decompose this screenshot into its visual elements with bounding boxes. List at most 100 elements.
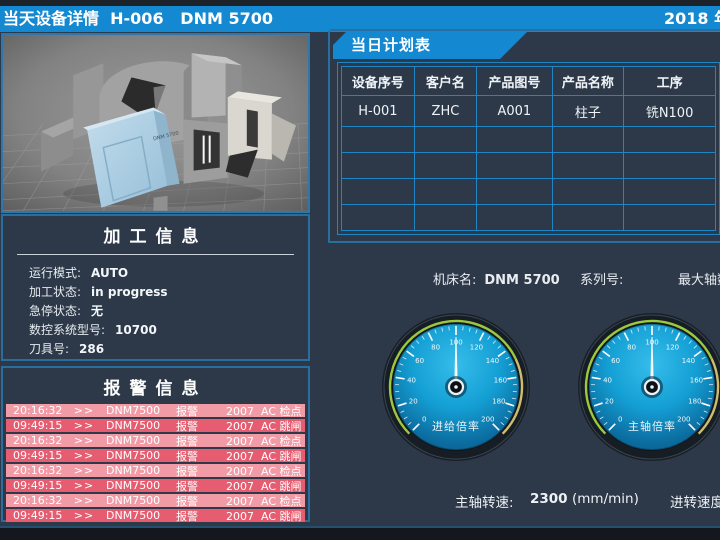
gauge-tick-label: 20 [605,397,614,405]
alarm-type: 报警 [176,419,198,433]
machine-image-panel: DNM 5700 [1,33,310,213]
plan-cell [623,204,716,231]
alarm-detail: 2007 AC 跳闸 [226,479,302,493]
plan-col-header: 工序 [623,66,716,96]
plan-cell [413,178,478,205]
alarm-rows: 20:16:32 >> DNM7500 报警 2007 AC 检点 09:49:15 >> D… [6,404,305,523]
info-field-value: 10700 [115,323,157,337]
frame-line-bottom [328,241,720,243]
feed-override-gauge: 020406080100120140160180200进给倍率 [381,312,531,462]
alarm-detail: 2007 AC 检点 [226,404,302,418]
plan-table-row: H-001 ZHC A001 柱子 铣N100 [341,95,716,127]
tab-daily-plan[interactable]: 当日计划表 [333,32,527,59]
info-field-row: 刀具号: 286 [29,340,308,359]
max-axis-label: 最大轴数 [678,273,720,288]
plan-cell: H-001 [341,95,415,127]
plan-col-header: 产品图号 [476,66,553,96]
alarm-info-title: 报警信息 [103,379,208,399]
alarm-type: 报警 [176,509,198,523]
alarm-row: 09:49:15 >> DNM7500 报警 2007 AC 跳闸 [6,509,305,523]
alarm-arrow: >> [73,509,95,522]
alarm-machine: DNM7500 [106,404,161,417]
alarm-machine: DNM7500 [106,434,161,447]
gauge-tick-label: 160 [494,376,507,384]
plan-cell [476,204,553,231]
plan-cell [476,178,553,205]
alarm-time: 09:49:15 [13,509,63,522]
alarm-type: 报警 [176,449,198,463]
alarm-arrow: >> [73,434,95,447]
plan-col-header: 设备序号 [341,66,415,96]
tab-daily-plan-label: 当日计划表 [351,36,432,54]
alarm-arrow: >> [73,464,95,477]
alarm-type: 报警 [176,434,198,448]
alarm-detail: 2007 AC 跳闸 [226,419,302,433]
feed-speed-label: 进转速度 [670,495,720,511]
alarm-time: 09:49:15 [13,419,63,432]
plan-cell [623,178,716,205]
gauge-tick-label: 120 [470,343,483,351]
alarm-row: 09:49:15 >> DNM7500 报警 2007 AC 跳闸 [6,479,305,493]
header-date: 2018 年 [664,9,720,28]
machine-name-label: 机床名: DNM 5700 [433,273,560,288]
plan-cell [413,204,478,231]
plan-cell [413,126,478,153]
alarm-detail: 2007 AC 跳闸 [226,449,302,463]
gauge-tick-label: 180 [492,397,505,405]
plan-cell [551,204,625,231]
info-field-label: 运行模式: [29,266,82,280]
alarm-time: 09:49:15 [13,479,63,492]
gauge-tick-label: 200 [677,415,690,423]
gauge-name-label: 进给倍率 [432,419,480,433]
processing-info-title: 加工信息 [103,227,208,247]
alarm-arrow: >> [73,404,95,417]
info-field-label: 刀具号: [29,342,70,356]
alarm-row: 20:16:32 >> DNM7500 报警 2007 AC 检点 [6,494,305,508]
gauge-tick-label: 0 [422,415,426,423]
plan-cell [341,204,415,231]
alarm-type: 报警 [176,464,198,478]
alarm-detail: 2007 AC 检点 [226,464,302,478]
gauge-tick-label: 160 [690,376,703,384]
alarm-type: 报警 [176,404,198,418]
daily-plan-table: 设备序号 客户名 产品图号 产品名称 工序 H-001 ZHC A001 柱子 铣N100 [337,62,720,235]
plan-cell [413,152,478,179]
alarm-machine: DNM7500 [106,419,161,432]
alarm-machine: DNM7500 [106,479,161,492]
alarm-row: 09:49:15 >> DNM7500 报警 2007 AC 跳闸 [6,449,305,463]
serial-label: 系列号: [580,273,624,288]
info-field-value: AUTO [91,266,129,280]
info-field-row: 急停状态: 无 [29,302,308,321]
plan-cell [341,126,415,153]
bottom-strip [0,528,720,540]
alarm-time: 09:49:15 [13,449,63,462]
alarm-detail: 2007 AC 跳闸 [226,509,302,523]
plan-cell [623,126,716,153]
alarm-detail: 2007 AC 检点 [226,494,302,508]
gauge-tick-label: 40 [603,376,612,384]
plan-cell [476,126,553,153]
alarm-time: 20:16:32 [13,494,63,507]
frame-line-left [328,31,330,242]
processing-info-fields: 运行模式: AUTO 加工状态: in progress 急停状态: 无数控系统型号: 10… [29,264,308,359]
plan-cell [341,178,415,205]
gauge-svg: 020406080100120140160180200进给倍率 [382,313,530,461]
spindle-speed-label: 主轴转速: [455,495,514,511]
gauge-tick-label: 60 [415,357,424,365]
plan-col-header: 客户名 [413,66,478,96]
info-field-row: 加工状态: in progress [29,283,308,302]
alarm-machine: DNM7500 [106,509,161,522]
alarm-detail: 2007 AC 检点 [226,434,302,448]
plan-table-row [341,126,716,153]
top-strip [0,0,720,6]
bottom-divider [0,526,720,528]
plan-cell [551,126,625,153]
plan-table-row [341,204,716,231]
gauge-tick-label: 200 [481,415,494,423]
gauge-tick-label: 140 [682,357,695,365]
frame-line-top [330,29,720,31]
alarm-row: 20:16:32 >> DNM7500 报警 2007 AC 检点 [6,434,305,448]
spindle-speed-unit: (mm/min) [572,491,639,507]
gauge-tick-label: 0 [618,415,622,423]
